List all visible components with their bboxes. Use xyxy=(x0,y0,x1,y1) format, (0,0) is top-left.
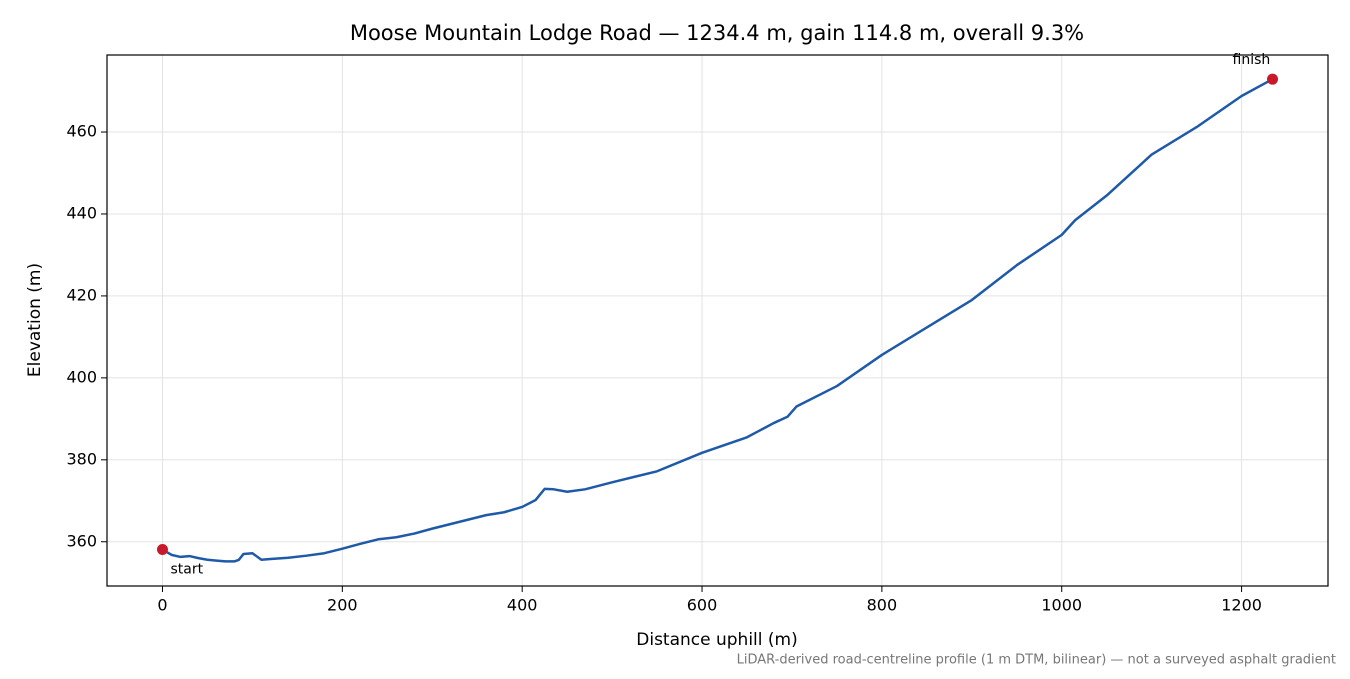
y-tick-label: 400 xyxy=(66,367,97,386)
y-tick-label: 360 xyxy=(66,531,97,550)
x-tick-label: 400 xyxy=(507,596,538,615)
plot-frame xyxy=(106,54,1329,587)
y-tick-label: 420 xyxy=(66,285,97,304)
x-tick-label: 1200 xyxy=(1221,596,1262,615)
x-axis-label: Distance uphill (m) xyxy=(636,630,797,650)
endpoint-label: start xyxy=(170,562,203,578)
y-tick-label: 380 xyxy=(66,449,97,468)
footnote: LiDAR-derived road-centreline profile (1… xyxy=(737,653,1336,668)
y-tick-label: 440 xyxy=(66,203,97,222)
endpoint-marker xyxy=(1267,73,1279,85)
elevation-line xyxy=(161,78,1274,563)
x-tick-label: 600 xyxy=(687,596,718,615)
x-tick-label: 800 xyxy=(867,596,898,615)
y-axis-label: Elevation (m) xyxy=(25,263,45,377)
endpoint-marker xyxy=(156,544,168,556)
x-tick-label: 1000 xyxy=(1041,596,1082,615)
y-tick-label: 460 xyxy=(66,122,97,141)
endpoint-label: finish xyxy=(1233,52,1271,68)
x-tick-label: 200 xyxy=(327,596,358,615)
x-tick-label: 0 xyxy=(157,596,167,615)
chart-title: Moose Mountain Lodge Road — 1234.4 m, ga… xyxy=(350,21,1084,45)
